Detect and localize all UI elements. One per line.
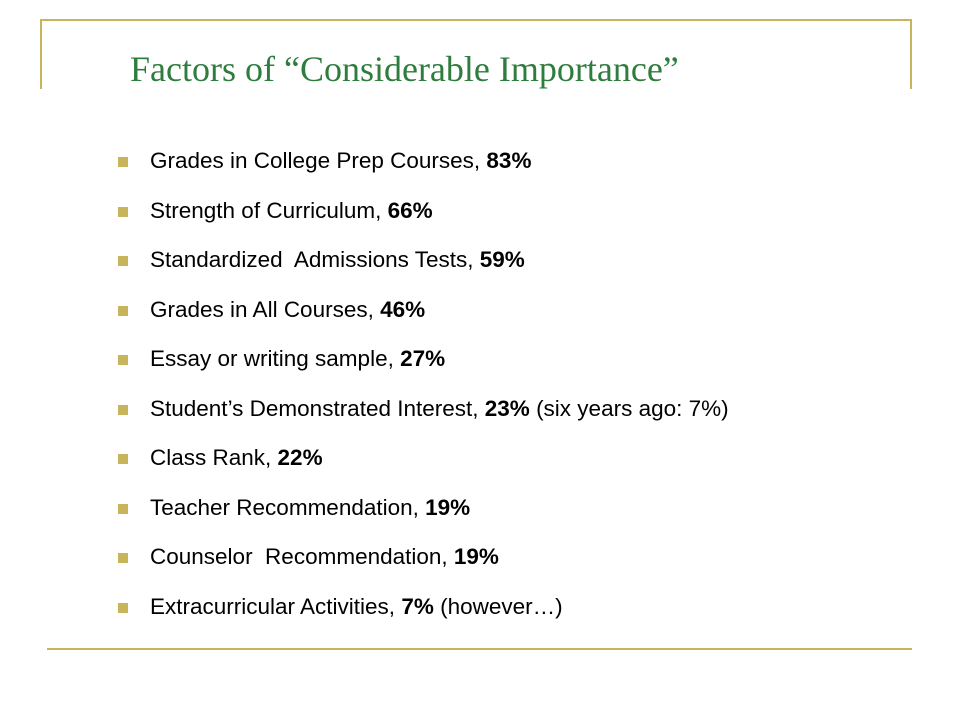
bullet-label: Student’s Demonstrated Interest, <box>150 395 485 421</box>
bullet-item: Essay or writing sample, 27% <box>118 345 858 373</box>
square-bullet-icon <box>118 602 128 613</box>
bullet-percent: 59% <box>479 247 525 272</box>
square-bullet-icon <box>118 355 128 365</box>
bullet-label: Essay or writing sample, <box>150 346 401 371</box>
bullet-percent: 66% <box>387 197 433 223</box>
square-bullet-icon <box>118 454 128 464</box>
square-bullet-icon <box>118 256 128 266</box>
bullet-percent: 83% <box>486 148 532 173</box>
bullet-list: Grades in College Prep Courses, 83% Stre… <box>118 147 858 642</box>
bullet-item: Grades in All Courses, 46% <box>118 296 858 324</box>
bullet-label: Counselor Recommendation, <box>150 544 454 569</box>
bullet-suffix: (six years ago: 7%) <box>529 395 729 421</box>
bullet-item: Student’s Demonstrated Interest, 23% (si… <box>118 395 858 423</box>
square-bullet-icon <box>118 157 128 167</box>
slide-title: Factors of “Considerable Importance” <box>130 49 679 89</box>
bullet-item: Class Rank, 22% <box>118 444 858 472</box>
bullet-label: Grades in All Courses, <box>150 296 381 322</box>
bullet-label: Extracurricular Activities, <box>150 593 402 619</box>
bullet-item: Counselor Recommendation, 19% <box>118 543 858 571</box>
bullet-suffix: (however…) <box>433 593 563 619</box>
bullet-percent: 22% <box>277 445 323 470</box>
bullet-percent: 7% <box>401 593 434 619</box>
bullet-item: Extracurricular Activities, 7% (however…… <box>118 593 858 621</box>
frame-left-rule <box>40 19 42 89</box>
bullet-item: Standardized Admissions Tests, 59% <box>118 246 858 274</box>
bullet-label: Standardized Admissions Tests, <box>150 247 480 272</box>
frame-right-rule <box>910 19 912 89</box>
bullet-label: Grades in College Prep Courses, <box>150 148 487 173</box>
bullet-percent: 23% <box>484 395 530 421</box>
frame-top-rule <box>40 19 912 21</box>
bullet-item: Grades in College Prep Courses, 83% <box>118 147 858 175</box>
square-bullet-icon <box>118 503 128 514</box>
square-bullet-icon <box>118 553 128 563</box>
frame-bottom-rule <box>47 648 912 650</box>
bullet-label: Class Rank, <box>150 445 278 470</box>
square-bullet-icon <box>118 206 128 217</box>
square-bullet-icon <box>118 305 128 316</box>
bullet-percent: 27% <box>400 346 446 371</box>
bullet-label: Teacher Recommendation, <box>150 494 426 520</box>
bullet-label: Strength of Curriculum, <box>150 197 388 223</box>
bullet-percent: 46% <box>380 296 426 322</box>
bullet-item: Strength of Curriculum, 66% <box>118 197 858 225</box>
square-bullet-icon <box>118 404 128 415</box>
bullet-item: Teacher Recommendation, 19% <box>118 494 858 522</box>
bullet-percent: 19% <box>425 494 471 520</box>
bullet-percent: 19% <box>453 544 499 569</box>
